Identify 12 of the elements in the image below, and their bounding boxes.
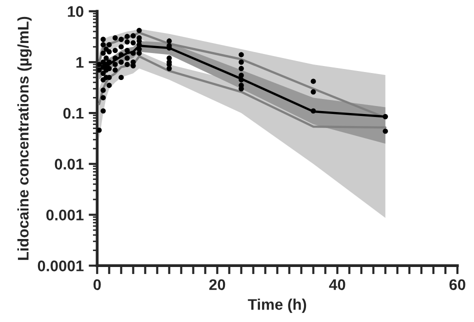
y-tick-label: 0.1 [63, 108, 84, 119]
x-tick-label: 0 [94, 279, 101, 290]
y-tick-label: 0.001 [46, 210, 84, 220]
y-tick-label: 0.01 [54, 158, 84, 170]
x-axis-title: Time (h) [248, 298, 306, 313]
y-tick-label: 10 [68, 6, 84, 17]
y-tick-label: 1 [76, 57, 84, 68]
x-tick-label: 40 [329, 279, 346, 290]
y-tick-label: 0.0001 [38, 260, 84, 272]
x-tick-label: 60 [449, 279, 466, 290]
y-axis-title: Lidocaine concentrations (µg/mL) [17, 16, 32, 260]
x-tick-label: 20 [209, 279, 226, 290]
